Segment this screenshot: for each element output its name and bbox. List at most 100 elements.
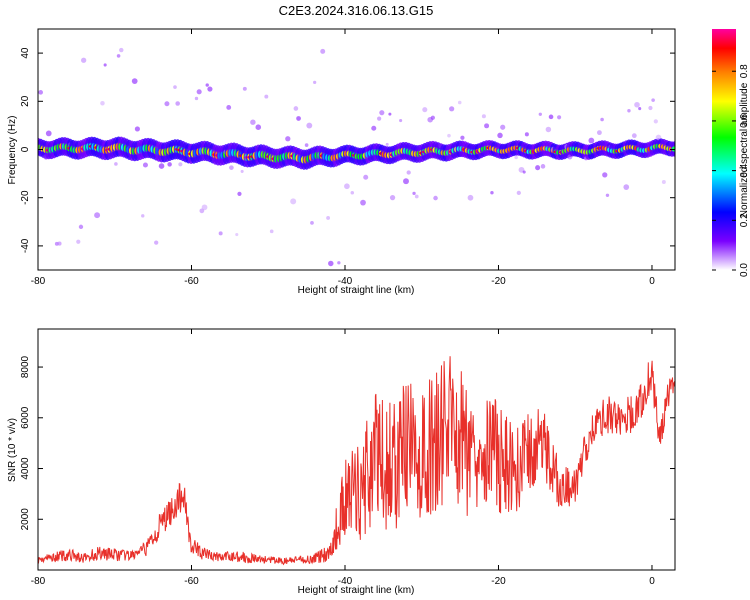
spectrogram-ticks: -80 -60 -40 -20 0 -40 -20 0 20 40: [20, 29, 675, 287]
heatmap-cell: [306, 122, 313, 129]
colorbar-label: Normalized spectral amplitude: [739, 82, 750, 217]
heatmap-cell: [350, 191, 355, 195]
snr-series-line: [38, 356, 675, 566]
heatmap-cell: [481, 114, 486, 119]
colorbar-tick-label: 0.0: [739, 263, 750, 277]
heatmap-cell: [406, 170, 411, 175]
heatmap-cell: [76, 239, 81, 244]
chart-title: C2E3.2024.316.06.13.G15: [279, 3, 434, 18]
heatmap-cell: [158, 163, 165, 169]
snr-panel: -80 -60 -40 -20 0 2000 4000 6000 8000 Height of …: [7, 328, 676, 596]
heatmap-cell: [403, 178, 409, 185]
heatmap-cell: [538, 112, 542, 116]
heatmap-cell: [399, 118, 403, 123]
heatmap-cell: [627, 109, 631, 113]
heatmap-cell: [648, 105, 653, 111]
heatmap-cell: [524, 132, 529, 137]
heatmap-cell: [548, 114, 554, 120]
heatmap-cell: [467, 194, 474, 201]
heatmap-cell: [631, 133, 637, 139]
heatmap-cell: [240, 169, 244, 173]
heatmap-cell: [638, 107, 642, 111]
heatmap-cell: [119, 47, 124, 53]
heatmap-cell: [285, 136, 291, 142]
snr-ylabel: SNR (10 * v/v): [7, 418, 18, 482]
heatmap-cell: [389, 195, 396, 201]
heatmap-cell: [414, 194, 419, 199]
heatmap-cell: [653, 119, 658, 124]
spectrogram-ytick-label: 40: [20, 47, 31, 59]
heatmap-cell: [164, 101, 170, 107]
spectrogram-xlabel: Height of straight line (km): [298, 285, 415, 296]
colorbar-tick-label: 0.4: [739, 163, 750, 177]
heatmap-cell: [360, 199, 366, 206]
spectrogram-ytick-label: 20: [20, 95, 31, 107]
heatmap-cell: [264, 94, 269, 99]
heatmap-cell: [310, 221, 314, 225]
heatmap-cell: [207, 86, 213, 92]
heatmap-cell: [516, 190, 521, 195]
heatmap-cell: [522, 170, 526, 174]
spectrogram-xtick-label: -80: [31, 276, 46, 287]
heatmap-cell: [661, 180, 666, 185]
heatmap-cell: [500, 124, 506, 130]
heatmap-cell: [100, 101, 105, 106]
heatmap-cell: [103, 63, 107, 67]
heatmap-cell: [250, 119, 256, 125]
heatmap-cell: [379, 110, 385, 116]
heatmap-cell: [255, 124, 262, 130]
heatmap-cell: [337, 261, 341, 265]
heatmap-cell: [142, 162, 148, 168]
snr-ytick-label: 6000: [20, 406, 31, 429]
heatmap-cell: [134, 126, 140, 132]
heatmap-cell: [229, 165, 234, 170]
heatmap-cell: [371, 125, 377, 131]
heatmap-cell: [651, 98, 655, 102]
heatmap-cell: [422, 107, 428, 113]
spectrogram-ytick-label: 0: [20, 146, 31, 152]
heatmap-cell: [38, 90, 44, 95]
heatmap-cell: [557, 115, 562, 120]
heatmap-cell: [81, 57, 87, 63]
heatmap-cell: [141, 214, 145, 218]
heatmap-cell: [588, 137, 595, 144]
heatmap-cell: [57, 241, 62, 246]
heatmap-cell: [175, 101, 180, 106]
snr-xlabel: Height of straight line (km): [298, 585, 415, 596]
colorbar: 0.0 0.2 0.4 0.6 0.8 Normalized spectral ampl…: [712, 29, 750, 277]
snr-xtick-label: 0: [649, 576, 655, 587]
heatmap-cell: [237, 191, 242, 196]
heatmap-cell: [116, 54, 121, 58]
colorbar-tick-label: 0.8: [739, 64, 750, 78]
heatmap-cell: [535, 165, 541, 171]
snr-plot-area: [38, 356, 675, 566]
heatmap-cell: [460, 135, 465, 140]
heatmap-cell: [623, 184, 630, 190]
heatmap-cell: [602, 172, 608, 178]
heatmap-cell: [596, 130, 602, 136]
heatmap-cell: [433, 195, 438, 201]
heatmap-cell: [671, 146, 675, 152]
heatmap-cell: [540, 164, 546, 169]
heatmap-cell: [94, 212, 101, 219]
heatmap-cell: [447, 133, 451, 138]
heatmap-cell: [412, 191, 416, 196]
heatmap-cell: [269, 229, 274, 234]
heatmap-cell: [154, 240, 159, 245]
heatmap-cell: [328, 260, 334, 267]
heatmap-cell: [201, 204, 208, 211]
spectrogram-heatmap: [38, 47, 675, 267]
colorbar-tick-label: 0.2: [739, 213, 750, 227]
spectrogram-ytick-label: -40: [20, 238, 31, 253]
heatmap-cell: [320, 48, 326, 54]
heatmap-cell: [78, 224, 84, 230]
snr-xtick-label: -40: [338, 576, 353, 587]
colorbar-gradient: [712, 29, 736, 270]
heatmap-cell: [326, 216, 331, 220]
heatmap-cell: [290, 198, 297, 205]
heatmap-cell: [205, 83, 209, 87]
heatmap-cell: [449, 106, 455, 112]
heatmap-cell: [430, 115, 435, 120]
snr-frame: [37, 328, 676, 571]
heatmap-cell: [235, 232, 239, 237]
